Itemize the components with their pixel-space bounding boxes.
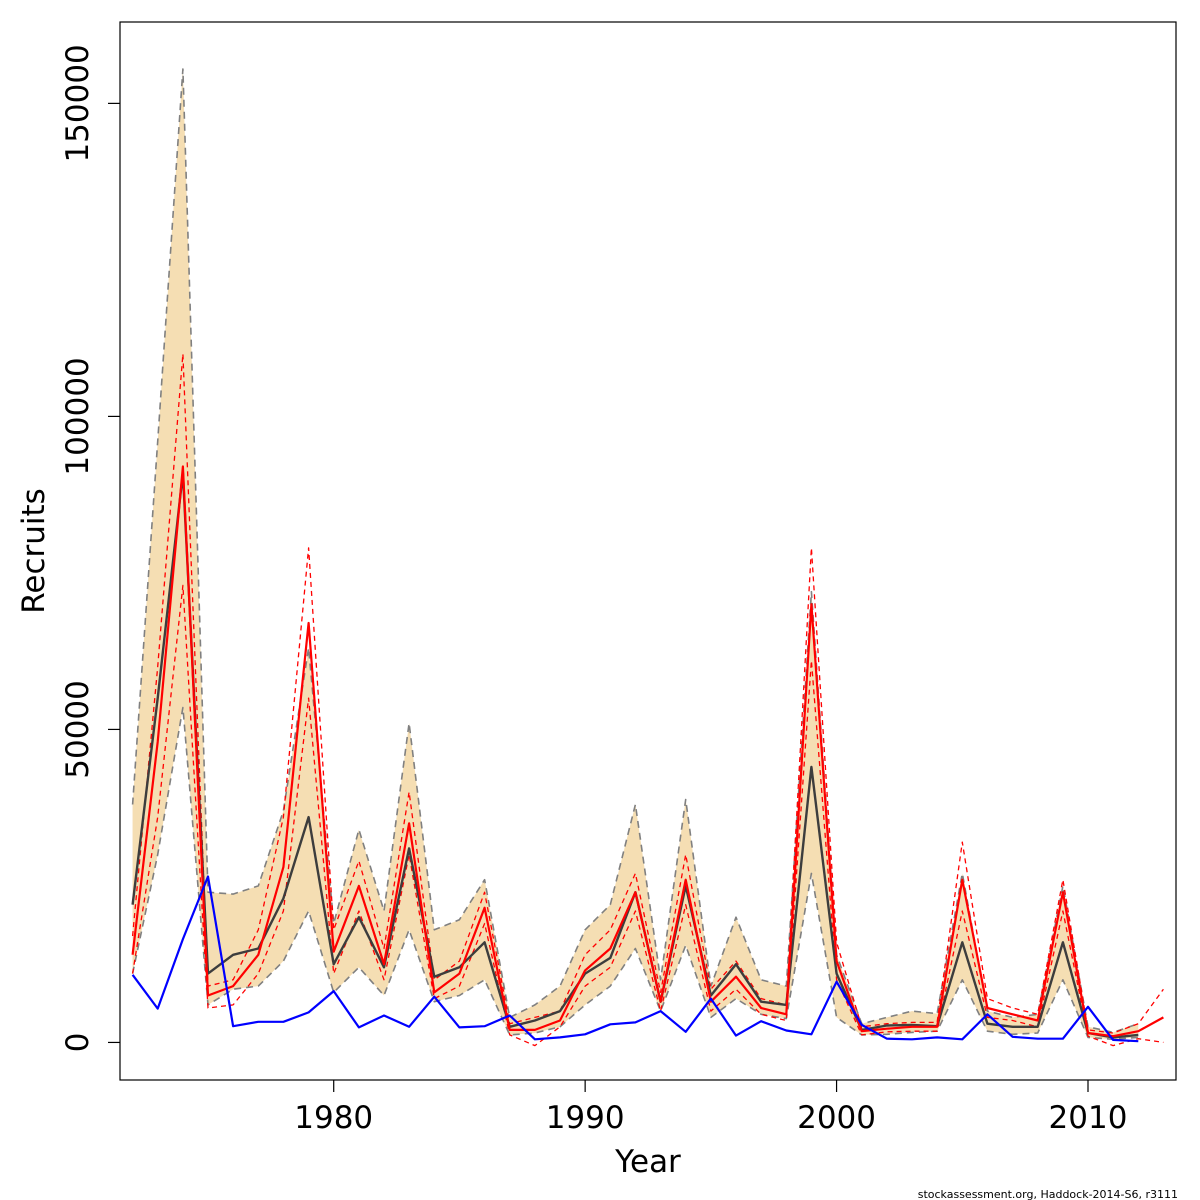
credit-text: stockassessment.org, Haddock-2014-S6, r3… [918, 1188, 1178, 1200]
x-tick-label-1990: 1990 [546, 1100, 625, 1136]
x-tick-label-2000: 2000 [797, 1100, 876, 1136]
plot-frame [119, 21, 1177, 1081]
series-red-estimate [131, 465, 1164, 1038]
series-layer [131, 68, 1164, 1047]
series-blue-series [131, 875, 1139, 1043]
band-layer [132, 68, 1139, 1040]
axis-layer: 1980 1990 2000 2010 0 50000 100000 150000 [60, 44, 1127, 1136]
confidence-band [132, 68, 1139, 1040]
y-tick-label-150000: 150000 [60, 44, 96, 162]
y-axis-title: Recruits [16, 488, 52, 614]
series-lower-band-edge [131, 706, 1139, 1041]
x-tick-label-2010: 2010 [1049, 1100, 1128, 1136]
y-tick-label-100000: 100000 [60, 357, 96, 475]
series-red-lower [131, 584, 1164, 1047]
series-red-upper [131, 353, 1164, 1034]
x-tick-label-1980: 1980 [294, 1100, 373, 1136]
x-axis-title: Year [614, 1144, 681, 1180]
y-tick-label-50000: 50000 [60, 680, 96, 779]
y-tick-label-0: 0 [60, 1033, 96, 1053]
